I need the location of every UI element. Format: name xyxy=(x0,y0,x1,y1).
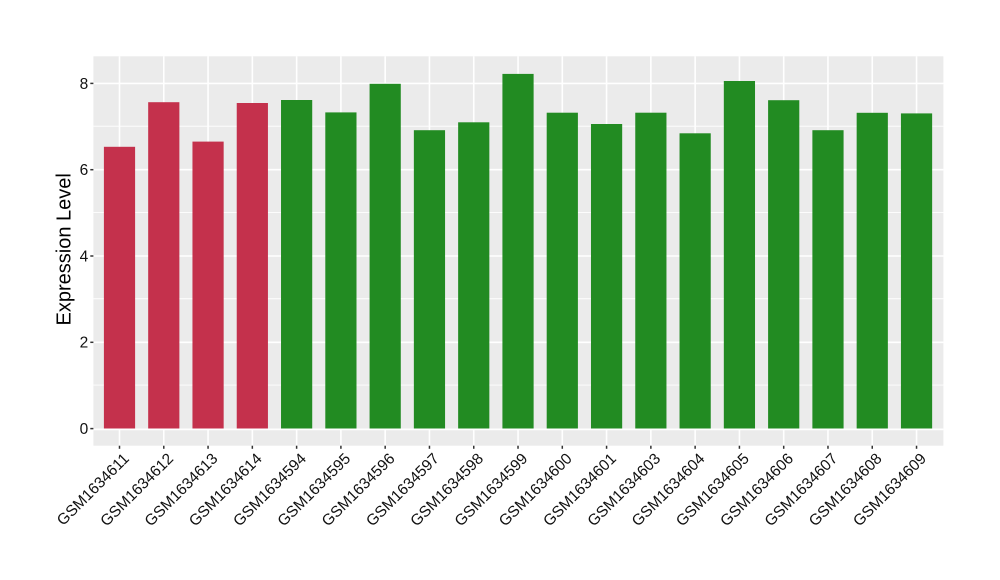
svg-text:4: 4 xyxy=(80,248,89,265)
svg-text:2: 2 xyxy=(80,335,89,352)
svg-text:6: 6 xyxy=(80,162,89,179)
svg-text:8: 8 xyxy=(80,76,89,93)
svg-text:0: 0 xyxy=(80,421,89,438)
svg-text:Expression Level: Expression Level xyxy=(54,173,76,325)
